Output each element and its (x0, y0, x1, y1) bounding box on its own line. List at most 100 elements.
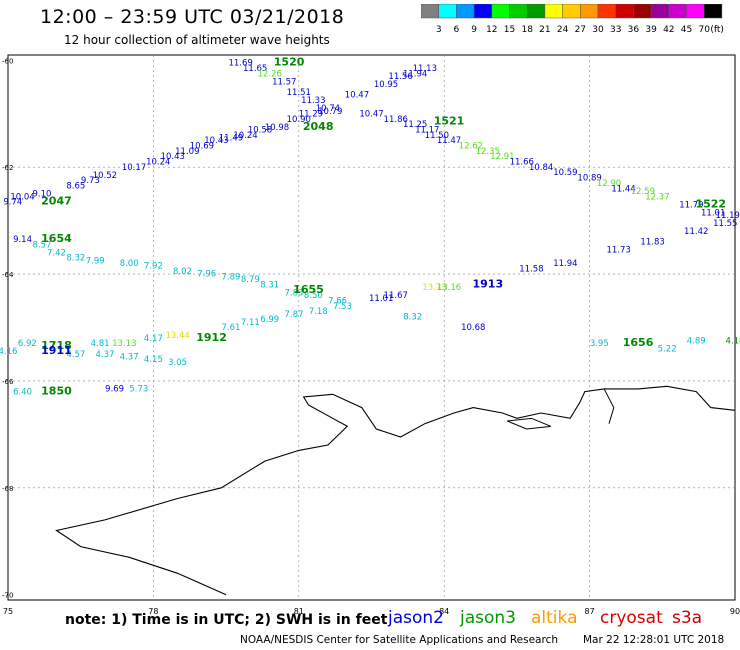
wave-height-label: 10.84 (529, 163, 553, 173)
track-time-label: 2047 (41, 195, 72, 208)
legend-label: 70 (698, 25, 710, 35)
lat-tick-label: -62 (2, 164, 13, 172)
track-time-label: 1913 (473, 277, 504, 290)
wave-height-label: 10.90 (287, 115, 311, 125)
satellite-altika: altika (531, 608, 578, 628)
color-scale-legend: 3 6 9 12 15 18 21 24 27 30 33 36 39 42 45 70 (ft) (421, 4, 724, 35)
wave-height-label: 10.74 (316, 104, 340, 114)
wave-height-label: 8.79 (241, 275, 260, 285)
wave-height-label: 6.99 (260, 315, 279, 325)
lon-tick-label: 87 (585, 607, 595, 616)
wave-height-label: 4.18 (726, 337, 740, 347)
wave-height-label: 9.69 (105, 385, 124, 395)
wave-height-label: 11.29 (299, 109, 323, 119)
lon-tick-label: 78 (148, 607, 158, 616)
wave-height-label: 4.37 (120, 353, 139, 363)
wave-height-label: 11.01 (369, 294, 393, 304)
wave-height-label: 10.24 (146, 158, 170, 168)
wave-height-label: 10.04 (10, 192, 34, 202)
track-time-label: 1911 (41, 344, 72, 357)
wave-height-label: 12.26 (258, 69, 282, 79)
track-time-label: 1655 (293, 283, 324, 296)
wave-height-label: 10.89 (577, 174, 601, 184)
wave-height-label: 11.86 (384, 115, 408, 125)
wave-height-label: 7.96 (197, 270, 216, 280)
track-time-label: 1912 (196, 331, 227, 344)
wave-height-label: 10.24 (233, 131, 257, 141)
wave-height-label: 7.42 (47, 248, 66, 258)
wave-height-label: 4.81 (91, 339, 110, 349)
wave-height-label: 7.89 (221, 272, 240, 282)
wave-height-label: 11.79 (679, 200, 703, 210)
wave-height-label: 12.35 (476, 147, 500, 157)
lon-tick-label: 84 (439, 607, 449, 616)
wave-height-label: 10.95 (374, 80, 398, 90)
track-time-label: 1850 (41, 384, 72, 397)
wave-height-label: 3.05 (168, 358, 187, 368)
wave-height-label: 8.02 (173, 267, 192, 277)
wave-height-label: 7.11 (241, 318, 260, 328)
wave-height-label: 8.65 (66, 182, 85, 192)
lat-tick-label: -66 (2, 378, 14, 386)
wave-height-label: 7.18 (309, 307, 328, 317)
wave-height-label: 8.00 (120, 259, 139, 269)
wave-height-label: 10.47 (359, 109, 383, 119)
legend-label: 27 (575, 25, 586, 35)
track-time-label: 1522 (695, 197, 726, 210)
wave-height-label: 12.90 (597, 179, 621, 189)
wave-height-label: 8.32 (66, 254, 85, 264)
wave-height-label: 13.16 (437, 283, 461, 293)
wave-height-label: 11.51 (287, 88, 311, 98)
wave-height-label: 7.61 (221, 323, 240, 333)
wave-height-label: 11.17 (415, 125, 439, 135)
wave-height-label: 11.50 (425, 131, 449, 141)
wave-height-label: 11.44 (611, 184, 635, 194)
wave-height-label: 9.73 (81, 176, 100, 186)
legend-label: 24 (557, 25, 569, 35)
track-time-label: 1654 (41, 232, 72, 245)
wave-height-label: 11.33 (301, 96, 325, 106)
wave-height-label: 9.74 (3, 198, 22, 208)
wave-height-label: 10.43 (204, 136, 228, 146)
map-frame (7, 54, 736, 601)
wave-height-label: 13.13 (112, 339, 136, 349)
page-subtitle: 12 hour collection of altimeter wave hei… (64, 33, 330, 47)
page-title: 12:00 – 23:59 UTC 03/21/2018 (40, 6, 345, 28)
wave-height-label: 11.09 (175, 147, 199, 157)
wave-height-label: 12.62 (459, 142, 483, 152)
wave-height-label: 10.43 (161, 152, 185, 162)
wave-height-label: 11.67 (384, 291, 408, 301)
wave-height-label: 12.59 (631, 187, 655, 197)
track-time-label: 2048 (303, 120, 334, 133)
wave-height-label: 10.17 (122, 163, 146, 173)
wave-height-label: 9.10 (32, 190, 51, 200)
satellite-cryosat: cryosat (600, 608, 663, 628)
wave-height-label: 11.13 (413, 64, 437, 74)
wave-height-label: 11.58 (519, 264, 543, 274)
wave-height-label: 7.92 (144, 262, 163, 272)
lon-tick-label: 75 (3, 607, 13, 616)
wave-height-label: 11.65 (243, 64, 267, 74)
legend-label: 36 (628, 25, 640, 35)
legend-label: 18 (521, 25, 533, 35)
legend-label: 12 (486, 25, 497, 35)
wave-height-label: 4.17 (144, 334, 163, 344)
wave-height-label: 7.99 (86, 256, 105, 266)
wave-height-label: 8.32 (403, 312, 422, 322)
footer-note: note: 1) Time is in UTC; 2) SWH is in fe… (65, 612, 388, 628)
legend-label: 3 (436, 25, 442, 35)
wave-height-label: 7.87 (284, 310, 303, 320)
wave-height-label: 11.73 (607, 246, 631, 256)
wave-height-label: 3.95 (590, 339, 609, 349)
wave-height-label: 10.69 (190, 142, 214, 152)
wave-height-label: 10.98 (265, 123, 289, 133)
coastline (55, 385, 736, 596)
legend-swatch (703, 4, 723, 19)
wave-height-label: 8.57 (32, 240, 51, 250)
wave-height-label: 10.79 (318, 107, 342, 117)
wave-height-label: 11.25 (403, 120, 427, 130)
wave-height-label: 11.56 (388, 72, 412, 82)
island-outline (507, 417, 552, 430)
track-time-label: 1656 (623, 336, 654, 349)
